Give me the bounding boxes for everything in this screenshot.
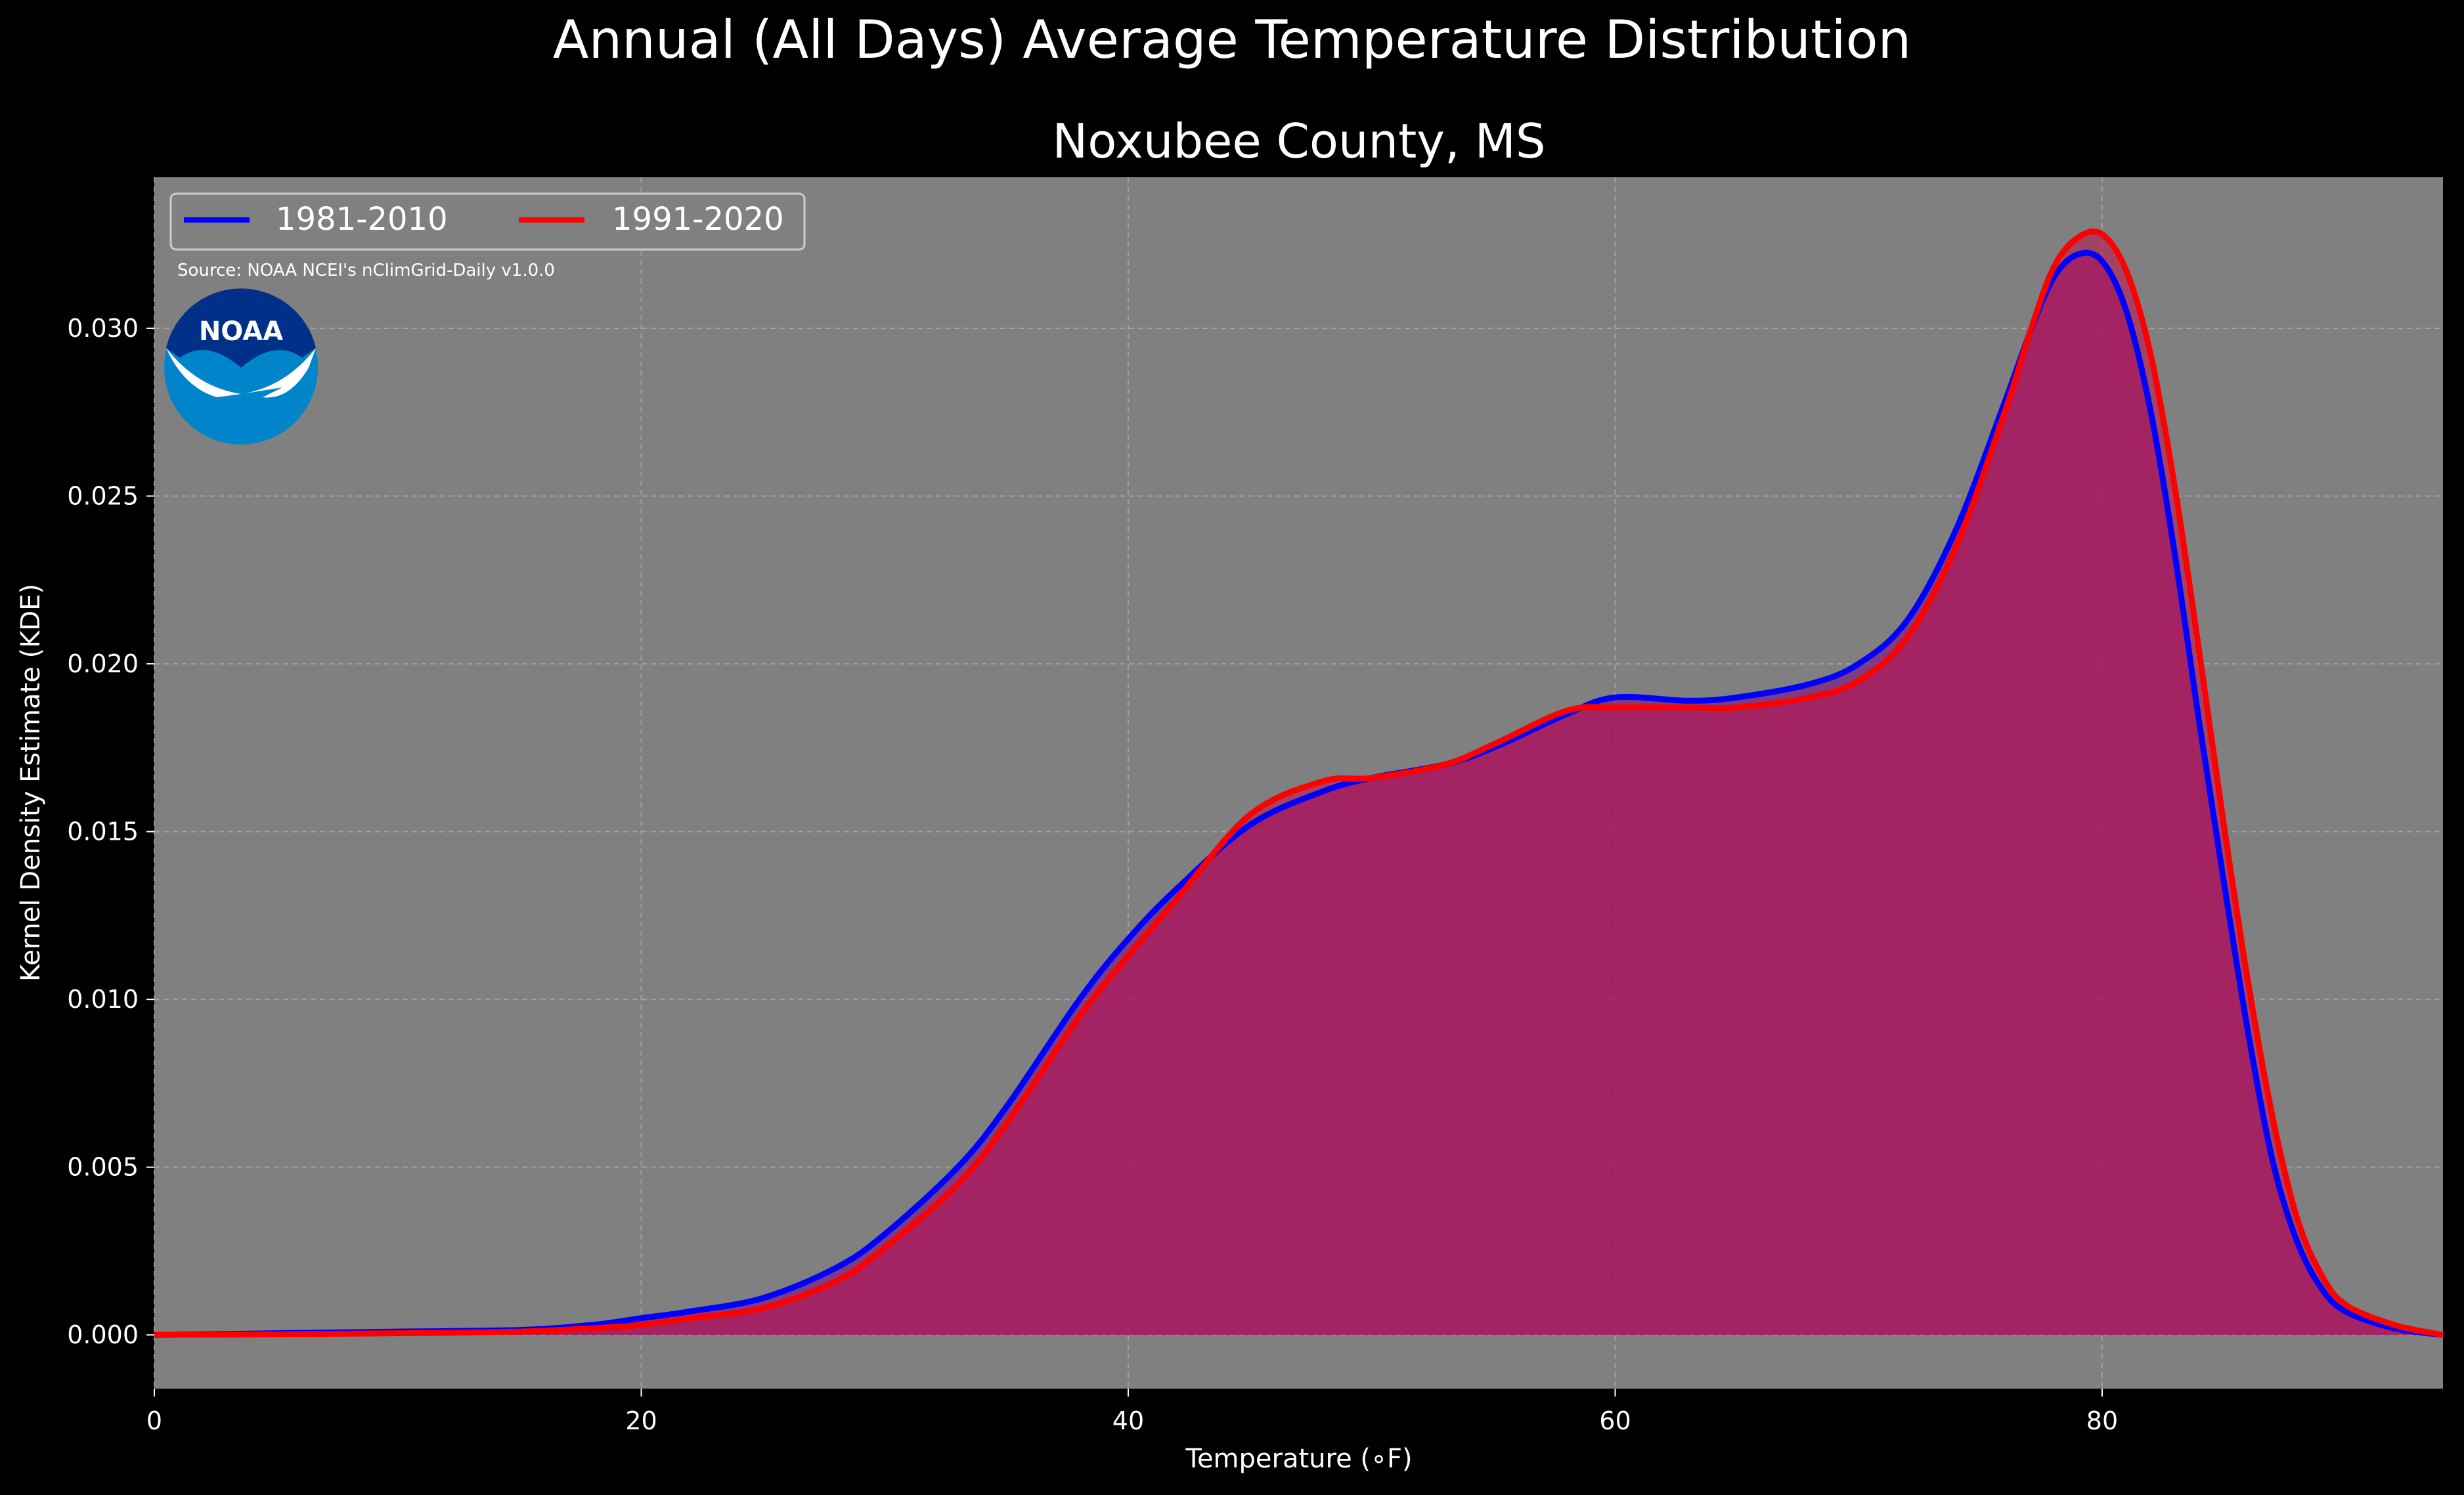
series-lines: [154, 228, 2444, 1338]
chart-subtitle: Noxubee County, MS: [1052, 114, 1545, 169]
y-axis-label: Kernel Density Estimate (KDE): [16, 584, 46, 982]
axis-ticks: 0 20 40 60 80 0.000 0.005 0.010 0.015 0.020 0.025 0…: [67, 314, 2118, 1435]
x-tick-label: 40: [1112, 1406, 1144, 1435]
noaa-logo: NOAA: [164, 288, 318, 444]
x-tick-label: 80: [2086, 1406, 2118, 1435]
chart-title: Annual (All Days) Average Temperature Di…: [553, 9, 1911, 70]
legend: 1981-2010 1991-2020: [169, 192, 806, 251]
series-line-1991-2020: [154, 228, 2444, 1338]
area-fills: [154, 231, 2443, 1335]
series-line-1981-2010: [154, 249, 2444, 1338]
logo-gull-icon: [166, 348, 316, 398]
legend-box: [169, 192, 806, 251]
legend-label-1981-2010: 1981-2010: [276, 201, 448, 238]
y-tick-label: 0.025: [67, 482, 139, 511]
y-tick-label: 0.030: [67, 314, 139, 343]
area-fill-1991-2020: [154, 231, 2443, 1335]
y-tick-label: 0.010: [67, 985, 139, 1014]
x-tick-label: 60: [1599, 1406, 1631, 1435]
y-tick-label: 0.000: [67, 1320, 139, 1349]
logo-top-band: [166, 288, 316, 368]
source-note: Source: NOAA NCEI's nClimGrid-Daily v1.0…: [177, 261, 555, 280]
y-tick-label: 0.015: [67, 817, 139, 846]
y-tick-label: 0.020: [67, 649, 139, 678]
y-tick-label: 0.005: [67, 1153, 139, 1182]
legend-label-1991-2020: 1991-2020: [612, 201, 784, 238]
x-tick-label: 20: [625, 1406, 657, 1435]
logo-text: NOAA: [199, 316, 283, 347]
x-axis-label: Temperature (∘F): [1185, 1444, 1412, 1474]
x-tick-label: 0: [146, 1406, 162, 1435]
